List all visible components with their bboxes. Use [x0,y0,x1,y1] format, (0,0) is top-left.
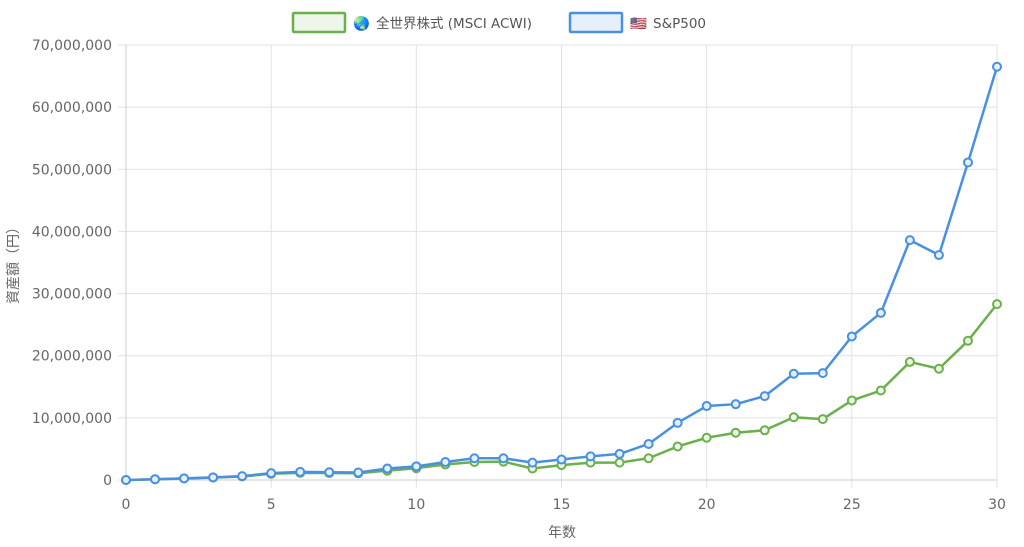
data-point [730,427,741,438]
data-point [556,454,567,465]
data-point [498,453,509,464]
series-1 [121,61,1002,485]
data-point [237,471,248,482]
y-tick-label: 20,000,000 [32,349,112,365]
data-point [904,235,915,246]
y-tick-label: 60,000,000 [32,100,112,116]
data-point [469,453,480,464]
series-lines [121,61,1002,485]
data-point [846,395,857,406]
data-point [150,474,161,485]
data-point [266,468,277,479]
data-point [875,385,886,396]
data-point [353,467,364,478]
us-flag-icon: 🇺🇸 [630,16,647,32]
y-tick-label: 10,000,000 [32,411,112,427]
y-tick-label: 30,000,000 [32,287,112,303]
legend-swatch [568,11,624,34]
data-point [759,391,770,402]
x-tick-label: 20 [698,497,716,513]
y-axis: 0 10,000,000 20,000,000 30,000,000 40,000,00… [32,38,112,489]
y-tick-label: 40,000,000 [32,224,112,240]
legend: 🌏 全世界株式 (MSCI ACWI) 🇺🇸 S&P500 [291,11,706,34]
data-point [701,432,712,443]
x-tick-label: 0 [122,497,131,513]
data-point [788,412,799,423]
y-tick-label: 50,000,000 [32,162,112,178]
data-point [121,475,131,485]
data-point [208,472,219,483]
data-point [382,463,393,474]
x-axis: 0 5 10 15 20 25 30 [122,497,1006,513]
data-point [730,399,741,410]
legend-label: 全世界株式 (MSCI ACWI) [376,15,532,32]
data-point [759,425,770,436]
data-point [324,467,335,478]
data-point [643,438,654,449]
legend-item-1: 🇺🇸 S&P500 [568,11,706,34]
data-point [875,307,886,318]
data-point [527,457,538,468]
data-point [672,417,683,428]
x-tick-label: 15 [553,497,571,513]
data-point [614,457,625,468]
data-point [992,61,1002,72]
data-point [672,441,683,452]
data-point [962,335,973,346]
data-point [904,356,915,367]
data-point [817,414,828,425]
y-tick-label: 70,000,000 [32,38,112,54]
grid-lines [118,44,998,488]
data-point [585,451,596,462]
x-tick-label: 25 [843,497,861,513]
data-point [643,453,654,464]
data-point [992,299,1002,310]
data-point [701,401,712,412]
legend-item-0: 🌏 全世界株式 (MSCI ACWI) [291,11,532,34]
y-tick-label: 0 [103,473,112,489]
data-point [933,250,944,261]
data-point [411,461,422,472]
x-tick-label: 10 [407,497,425,513]
x-tick-label: 30 [988,497,1006,513]
data-point [962,157,973,168]
data-point [614,448,625,459]
data-point [846,331,857,342]
globe-icon: 🌏 [353,15,370,32]
x-axis-title: 年数 [548,525,576,541]
x-tick-label: 5 [267,497,276,513]
data-point [179,473,190,484]
y-axis-title: 資産額（円） [6,220,22,304]
legend-swatch [291,11,347,34]
legend-label: S&P500 [653,16,706,32]
data-point [933,363,944,374]
data-point [295,466,306,477]
data-point [817,368,828,379]
data-point [440,456,451,467]
data-point [788,368,799,379]
